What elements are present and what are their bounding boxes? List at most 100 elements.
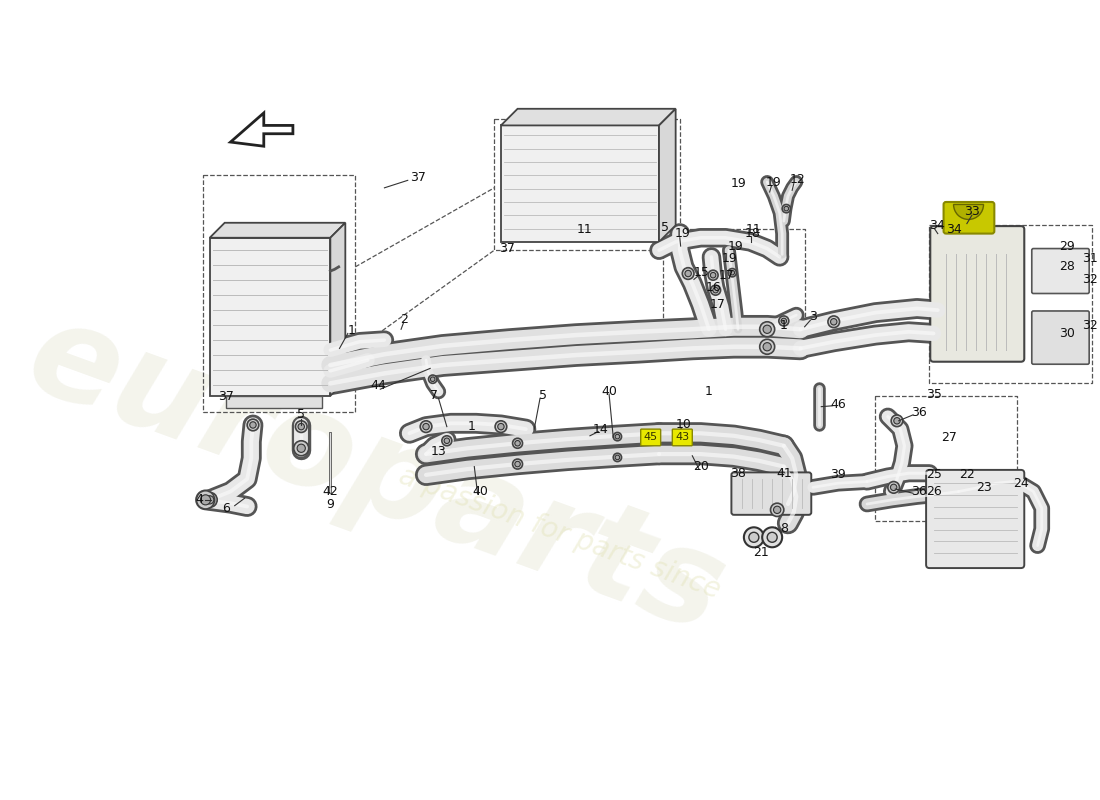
Text: 15: 15	[693, 266, 710, 279]
Text: 32: 32	[1082, 273, 1098, 286]
Circle shape	[615, 455, 619, 460]
Text: 19: 19	[728, 239, 744, 253]
Text: 11: 11	[746, 223, 761, 236]
Text: 42: 42	[322, 485, 338, 498]
Circle shape	[298, 423, 305, 430]
Text: 14: 14	[593, 422, 608, 436]
Text: 23: 23	[976, 481, 991, 494]
Text: 3: 3	[808, 310, 817, 323]
Circle shape	[250, 422, 256, 428]
Text: europarts: europarts	[11, 290, 740, 659]
Polygon shape	[330, 222, 345, 396]
Text: 28: 28	[1059, 260, 1075, 274]
Text: 36: 36	[911, 485, 926, 498]
Circle shape	[888, 482, 900, 493]
Circle shape	[200, 495, 210, 505]
Circle shape	[781, 318, 786, 324]
Text: 2: 2	[399, 313, 407, 326]
FancyBboxPatch shape	[931, 226, 1024, 362]
Text: 19: 19	[730, 177, 746, 190]
Circle shape	[730, 270, 735, 275]
Text: 19: 19	[722, 252, 738, 265]
Circle shape	[760, 339, 774, 354]
Text: 19: 19	[674, 227, 690, 240]
Circle shape	[297, 444, 306, 452]
FancyBboxPatch shape	[944, 202, 994, 234]
Circle shape	[828, 316, 839, 328]
Text: 12: 12	[790, 173, 805, 186]
Circle shape	[515, 441, 520, 446]
FancyBboxPatch shape	[732, 472, 812, 515]
Circle shape	[513, 459, 522, 469]
Text: 11: 11	[576, 223, 592, 236]
Text: 34: 34	[930, 218, 945, 232]
Circle shape	[296, 421, 307, 433]
Text: 30: 30	[1059, 327, 1075, 340]
Text: 39: 39	[830, 468, 846, 482]
Circle shape	[442, 436, 452, 446]
Text: 45: 45	[644, 433, 658, 442]
Text: 19: 19	[766, 175, 782, 189]
Circle shape	[744, 527, 763, 547]
Polygon shape	[500, 109, 675, 126]
Text: 1: 1	[780, 318, 788, 332]
Polygon shape	[231, 113, 293, 146]
Circle shape	[713, 287, 718, 293]
Text: 43: 43	[675, 433, 690, 442]
Circle shape	[749, 532, 759, 542]
Text: 40: 40	[601, 385, 617, 398]
Text: 10: 10	[676, 418, 692, 431]
Circle shape	[513, 438, 522, 448]
Circle shape	[762, 527, 782, 547]
Text: 1: 1	[468, 420, 475, 433]
Text: 1: 1	[348, 325, 355, 338]
Text: 5: 5	[539, 390, 547, 402]
Text: 21: 21	[754, 546, 769, 558]
Text: 13: 13	[430, 445, 447, 458]
FancyBboxPatch shape	[926, 470, 1024, 568]
Polygon shape	[210, 222, 345, 238]
Polygon shape	[210, 238, 330, 396]
Text: 17: 17	[710, 298, 725, 311]
Circle shape	[763, 325, 771, 334]
Text: 24: 24	[1013, 477, 1028, 490]
Text: 32: 32	[1082, 318, 1098, 332]
Circle shape	[767, 532, 778, 542]
Text: 6: 6	[222, 502, 230, 514]
Text: 41: 41	[776, 466, 792, 480]
Circle shape	[420, 421, 432, 433]
Circle shape	[248, 419, 258, 430]
Circle shape	[682, 268, 694, 279]
Text: 9: 9	[327, 498, 334, 510]
Text: 40: 40	[472, 485, 488, 498]
Text: a passion for parts since: a passion for parts since	[395, 462, 724, 605]
Polygon shape	[227, 396, 322, 408]
Circle shape	[773, 506, 781, 514]
Text: 16: 16	[705, 281, 720, 294]
Text: 7: 7	[430, 390, 439, 402]
Polygon shape	[659, 109, 675, 242]
Text: 27: 27	[940, 431, 957, 444]
Circle shape	[422, 423, 429, 430]
Circle shape	[890, 484, 896, 490]
Text: 38: 38	[730, 466, 746, 480]
Text: 36: 36	[911, 406, 926, 419]
Text: 34: 34	[946, 223, 961, 236]
FancyBboxPatch shape	[1032, 311, 1089, 364]
Circle shape	[206, 496, 213, 504]
Polygon shape	[500, 126, 659, 242]
Text: 31: 31	[1082, 252, 1098, 265]
Circle shape	[770, 503, 784, 517]
Circle shape	[613, 454, 621, 462]
Text: 22: 22	[959, 468, 975, 482]
Text: 46: 46	[830, 398, 846, 410]
Text: 5: 5	[661, 222, 669, 234]
Circle shape	[197, 490, 215, 509]
Text: 44: 44	[370, 379, 386, 392]
Circle shape	[894, 418, 900, 424]
Circle shape	[429, 375, 437, 383]
Wedge shape	[954, 205, 983, 219]
Circle shape	[615, 434, 619, 439]
Text: 4: 4	[196, 494, 204, 506]
Circle shape	[763, 342, 771, 351]
